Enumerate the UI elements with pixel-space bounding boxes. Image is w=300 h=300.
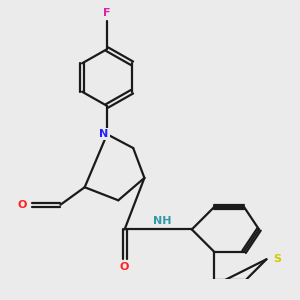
Text: O: O <box>17 200 27 210</box>
Text: S: S <box>273 254 281 264</box>
Text: N: N <box>100 129 109 139</box>
Text: NH: NH <box>153 216 171 226</box>
Text: O: O <box>120 262 129 272</box>
Text: F: F <box>103 8 111 18</box>
